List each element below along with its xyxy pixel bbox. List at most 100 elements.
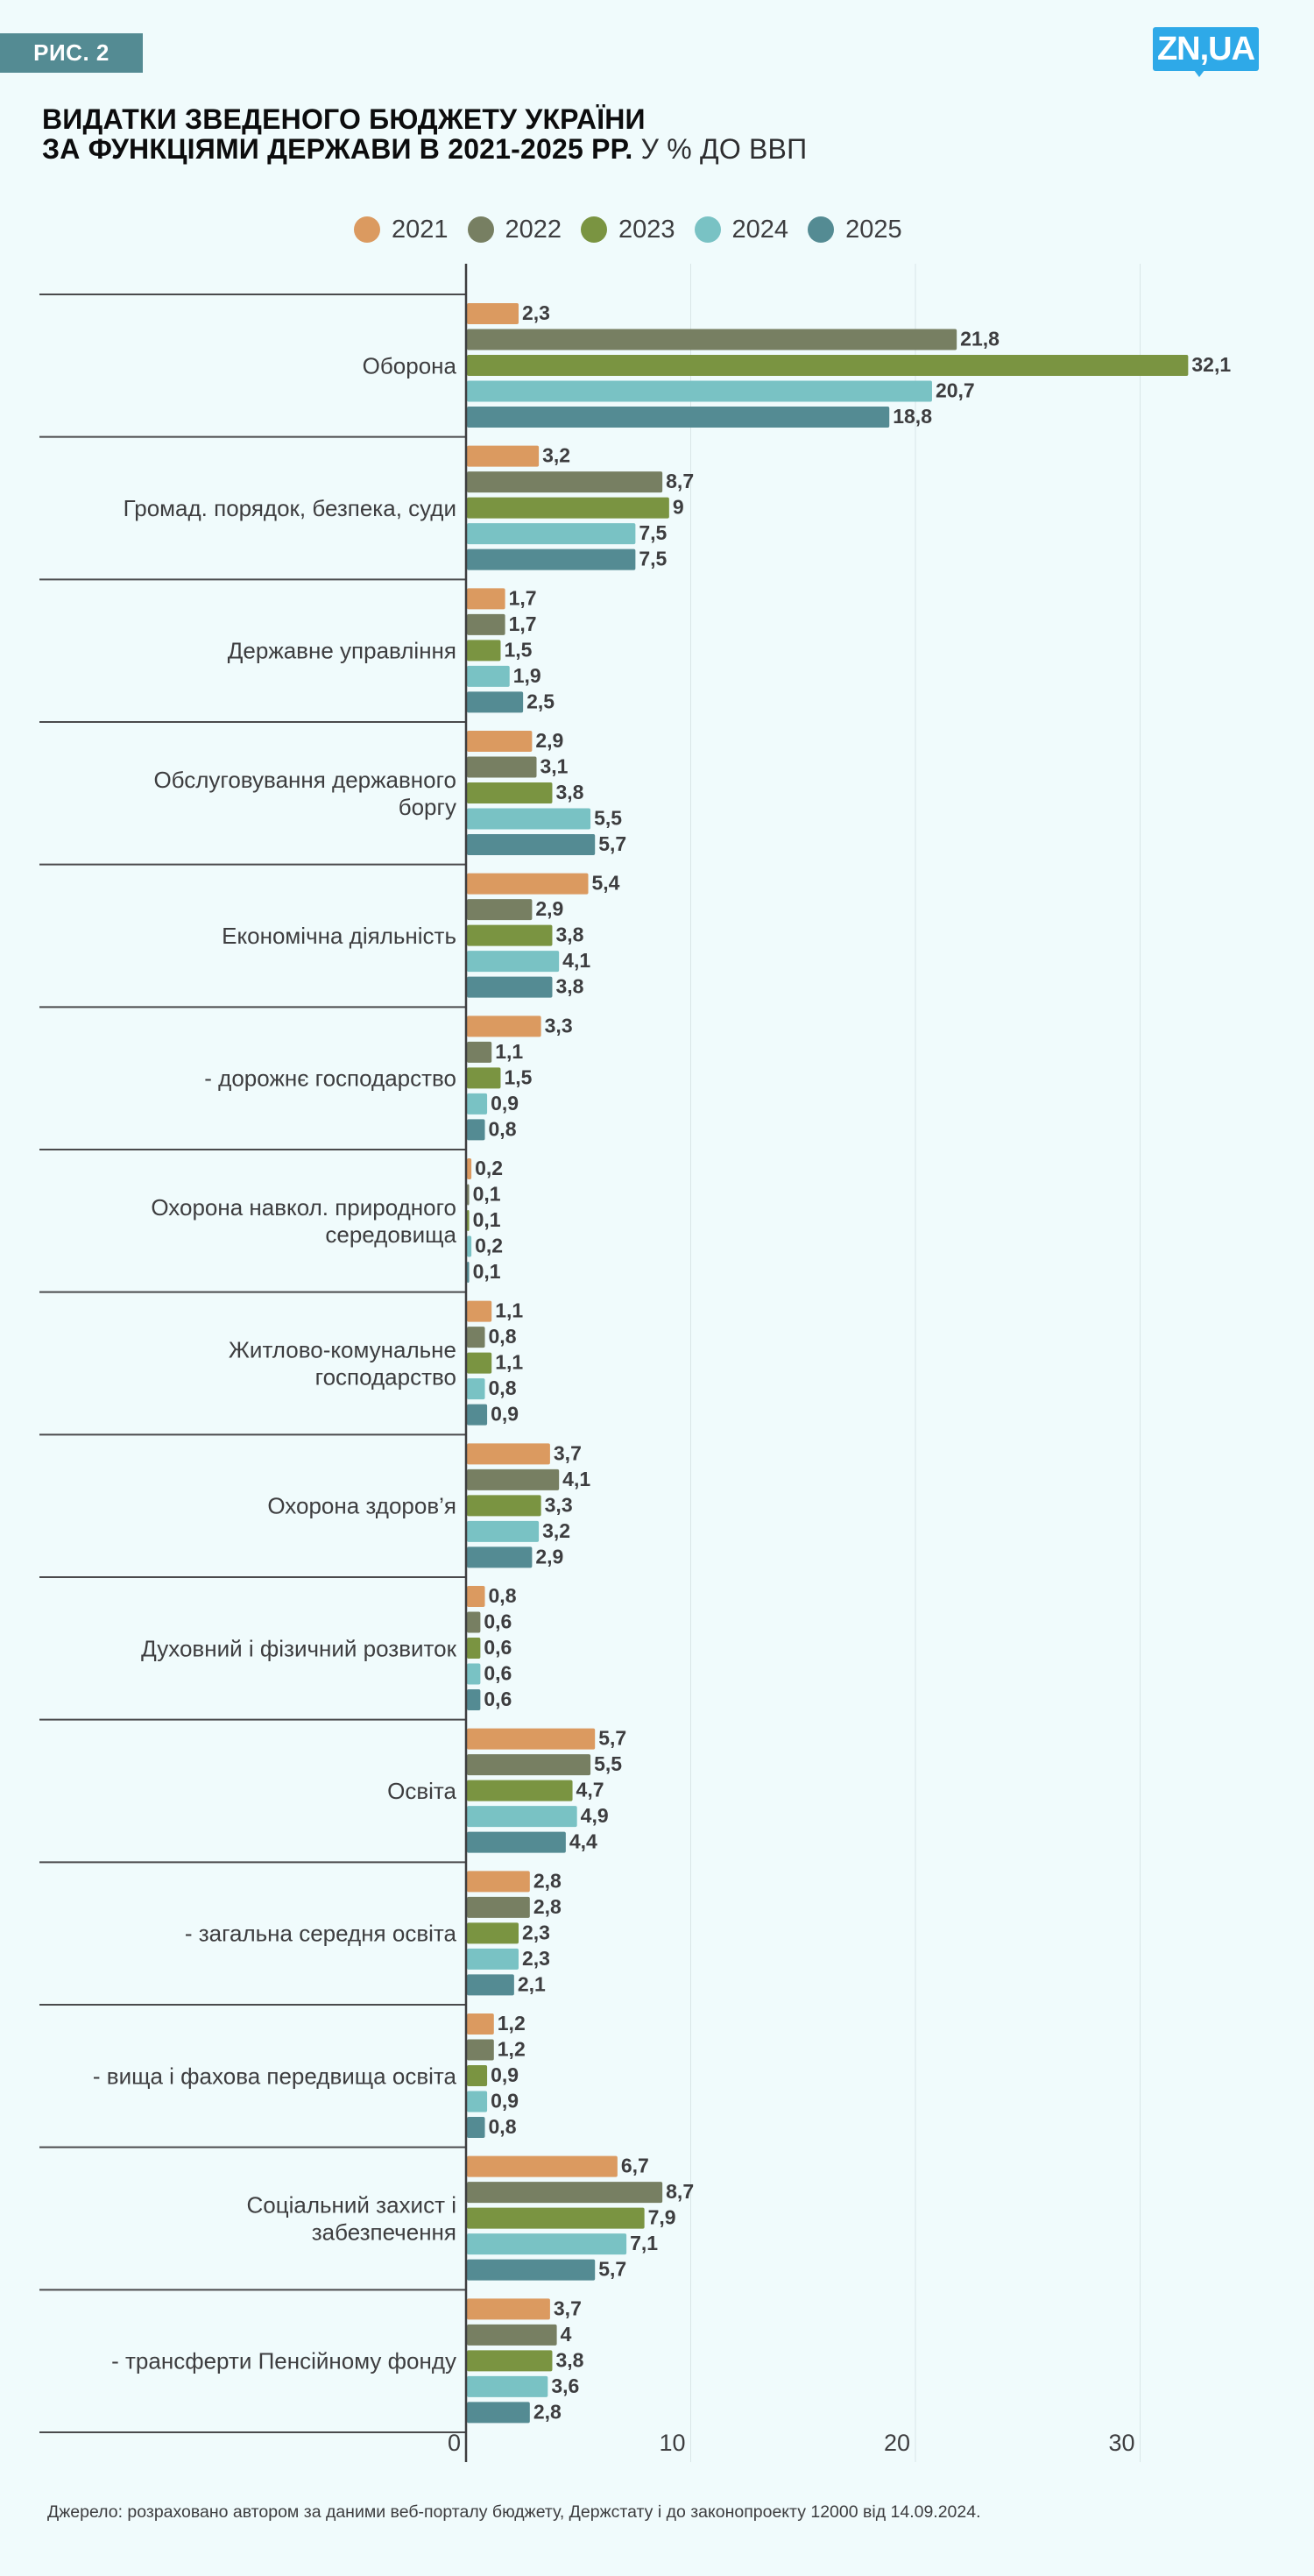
category-label: Охорона здоров’я: [267, 1493, 456, 1519]
value-label-2021: 0,8: [489, 1584, 517, 1607]
bar-2023: [467, 1352, 492, 1374]
bar-2024: [467, 1093, 488, 1115]
value-label-2024: 20,7: [936, 379, 975, 402]
value-label-2025: 0,8: [489, 1117, 517, 1140]
zn-ua-logo[interactable]: ZN,UA: [1153, 27, 1259, 71]
bar-2025: [467, 2117, 485, 2138]
value-label-2024: 4,9: [581, 1804, 609, 1827]
value-label-2021: 2,9: [535, 729, 563, 752]
bar-2023: [467, 1210, 470, 1231]
bar-2022: [467, 471, 663, 493]
value-label-2023: 0,1: [473, 1208, 501, 1231]
bar-2023: [467, 640, 501, 662]
legend-swatch-icon: [581, 216, 608, 243]
x-tick-label-20: 20: [884, 2430, 910, 2456]
bar-2022: [467, 1041, 492, 1063]
bar-2021: [467, 1158, 472, 1179]
value-label-2024: 1,9: [513, 664, 541, 687]
value-label-2021: 3,2: [542, 444, 570, 467]
value-label-2021: 5,4: [592, 872, 620, 895]
bar-2021: [467, 1443, 550, 1465]
bar-2021: [467, 1586, 485, 1607]
value-label-2021: 5,7: [598, 1727, 626, 1750]
bar-2025: [467, 2259, 596, 2281]
value-label-2023: 1,5: [504, 638, 532, 661]
legend-swatch-icon: [694, 216, 721, 243]
legend-label: 2024: [731, 215, 789, 244]
bar-2024: [467, 1235, 472, 1257]
value-label-2022: 0,1: [473, 1183, 501, 1206]
bar-2024: [467, 665, 510, 687]
bar-2022: [467, 1327, 485, 1348]
value-label-2022: 21,8: [960, 328, 1000, 350]
legend-item-2021[interactable]: 2021: [354, 216, 449, 244]
chart-title: ВИДАТКИ ЗВЕДЕНОГО БЮДЖЕТУ УКРАЇНИ ЗА ФУН…: [42, 104, 807, 164]
bar-2025: [467, 1974, 514, 1996]
category-label-line: боргу: [399, 794, 456, 820]
bar-2025: [467, 834, 596, 855]
bar-2025: [467, 1119, 485, 1141]
bar-2022: [467, 1896, 530, 1918]
value-label-2022: 4: [561, 2323, 572, 2346]
value-label-2023: 1,1: [495, 1351, 523, 1374]
value-label-2021: 1,2: [498, 2012, 526, 2035]
bar-2024: [467, 951, 560, 973]
bar-2023: [467, 1780, 573, 1801]
legend-item-2022[interactable]: 2022: [467, 216, 562, 244]
source-note: Джерело: розраховано автором за даними в…: [47, 2502, 981, 2522]
bar-2023: [467, 782, 553, 803]
bar-2021: [467, 873, 589, 895]
value-label-2025: 0,9: [491, 1403, 519, 1426]
value-label-2021: 3,7: [554, 1441, 582, 1464]
value-label-2023: 2,3: [522, 1921, 550, 1943]
value-label-2025: 5,7: [598, 832, 626, 855]
bar-2023: [467, 2350, 553, 2372]
value-label-2021: 1,1: [495, 1299, 523, 1322]
category-label: - дорожнє господарство: [204, 1065, 456, 1092]
bar-2025: [467, 407, 890, 428]
category-label: Обслуговування державного боргу: [153, 767, 456, 820]
bar-2022: [467, 329, 957, 350]
value-label-2023: 3,8: [555, 924, 583, 946]
category-label: Соціальний захист і забезпечення: [246, 2192, 456, 2246]
category-label-line: - загальна середня освіта: [185, 1921, 457, 1947]
value-label-2025: 7,5: [639, 548, 667, 570]
bar-2024: [467, 523, 636, 545]
chart-legend: 2021 2022 2023 2024 2025: [354, 215, 922, 244]
legend-item-2025[interactable]: 2025: [808, 216, 902, 244]
bar-2022: [467, 1754, 591, 1776]
bar-2021: [467, 1728, 596, 1750]
bar-2023: [467, 1922, 519, 1944]
value-label-2023: 0,9: [491, 2063, 519, 2086]
legend-item-2024[interactable]: 2024: [694, 215, 789, 244]
bar-2021: [467, 731, 533, 752]
value-label-2024: 0,9: [491, 1092, 519, 1115]
value-label-2021: 6,7: [621, 2155, 649, 2177]
value-label-2022: 0,8: [489, 1325, 517, 1348]
value-label-2024: 3,2: [542, 1519, 570, 1542]
value-label-2022: 8,7: [666, 470, 694, 492]
bar-2021: [467, 2155, 618, 2177]
value-label-2021: 3,7: [554, 2296, 582, 2319]
legend-swatch-icon: [808, 216, 835, 243]
category-label-line: - дорожнє господарство: [204, 1065, 456, 1092]
figure-number-badge: РИС. 2: [0, 33, 143, 73]
category-label: - вища і фахова передвища освіта: [93, 2063, 457, 2089]
value-label-2024: 5,5: [594, 807, 622, 830]
bar-2023: [467, 355, 1189, 376]
category-label-line: господарство: [315, 1364, 456, 1391]
bar-2021: [467, 445, 540, 467]
bar-2025: [467, 1689, 481, 1710]
category-label-line: Оборона: [363, 352, 457, 379]
x-tick-label-0: 0: [448, 2430, 461, 2456]
legend-item-2023[interactable]: 2023: [581, 216, 675, 244]
value-label-2025: 2,9: [535, 1545, 563, 1568]
bar-2021: [467, 1016, 541, 1037]
x-tick-label-30: 30: [1108, 2430, 1134, 2456]
category-label: Охорона навкол. природного середовища: [151, 1194, 456, 1248]
category-label-line: Державне управління: [228, 638, 456, 664]
value-label-2024: 0,8: [489, 1376, 517, 1399]
bar-2025: [467, 2402, 530, 2424]
bar-2023: [467, 2065, 488, 2086]
value-label-2023: 32,1: [1191, 353, 1231, 376]
